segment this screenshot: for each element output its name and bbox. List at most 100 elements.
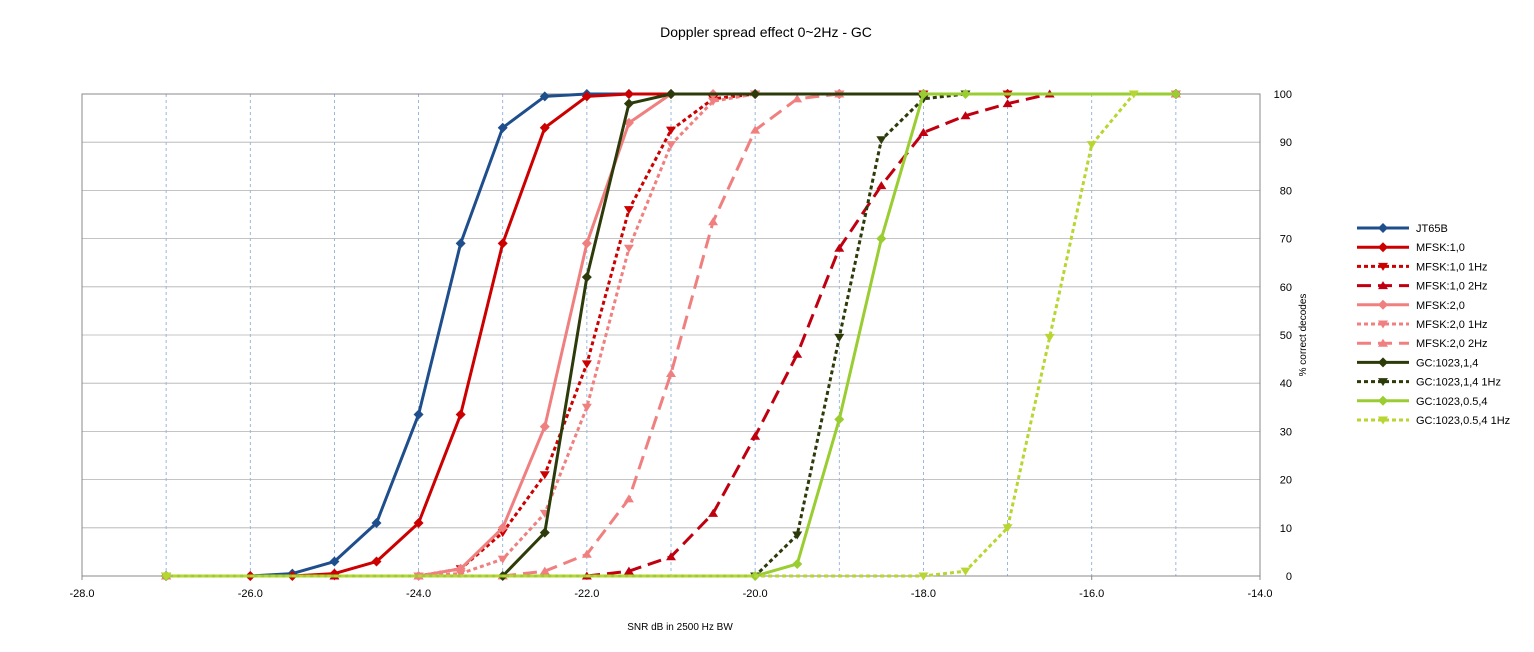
y-tick-label: 0 [1286, 571, 1292, 583]
legend-label: JT65B [1416, 223, 1448, 235]
legend-marker [1378, 242, 1388, 253]
data-point [455, 238, 466, 249]
y-axis-ticks: 0 10 20 30 40 50 60 70 80 90 100 [1274, 89, 1292, 583]
data-point [623, 244, 634, 253]
data-point [792, 94, 803, 103]
data-point [666, 369, 676, 378]
x-tick-label: -26.0 [238, 588, 263, 600]
data-point [1170, 89, 1181, 99]
data-point [918, 128, 929, 137]
legend-label: MFSK:1,0 1Hz [1416, 261, 1488, 273]
data-point [666, 89, 676, 99]
data-point [960, 567, 971, 576]
data-point [750, 431, 761, 440]
legend-label: MFSK:2,0 [1416, 300, 1465, 312]
data-point [539, 527, 550, 538]
data-point [918, 572, 929, 581]
data-point [371, 517, 382, 528]
data-point [960, 89, 971, 99]
y-tick-label: 10 [1280, 523, 1292, 535]
legend-marker [1378, 357, 1388, 368]
data-point [834, 414, 845, 425]
y-tick-label: 100 [1274, 89, 1292, 101]
data-point [581, 238, 592, 249]
data-point [1086, 141, 1097, 150]
legend-label: MFSK:2,0 1Hz [1416, 319, 1488, 331]
data-point [666, 126, 676, 135]
data-point [1002, 524, 1013, 533]
legend-marker [1378, 378, 1388, 387]
data-point [960, 111, 971, 120]
legend-label: GC:1023,0.5,4 1Hz [1416, 415, 1510, 427]
y-tick-label: 20 [1280, 475, 1292, 487]
legend-item: MFSK:2,0 1Hz [1357, 319, 1488, 331]
y-tick-label: 90 [1280, 137, 1292, 149]
data-point [539, 91, 550, 102]
legend-item: MFSK:2,0 [1357, 299, 1465, 312]
data-point [666, 552, 676, 561]
data-point [413, 409, 424, 420]
legend: JT65B MFSK:1,0 MFSK:1,0 1Hz MFSK:1,0 2Hz MFS… [1357, 223, 1510, 427]
data-point [539, 122, 550, 133]
legend-label: GC:1023,1,4 1Hz [1416, 377, 1501, 389]
x-tick-label: -28.0 [69, 588, 94, 600]
series-gc-1023-0-5-4-1hz [161, 90, 1139, 581]
legend-label: MFSK:1,0 [1416, 242, 1465, 254]
legend-label: MFSK:1,0 2Hz [1416, 281, 1488, 293]
data-point [623, 98, 634, 109]
series-line [166, 92, 1176, 578]
series-line [166, 92, 1176, 578]
data-point [708, 508, 719, 517]
data-point [666, 141, 676, 150]
data-point [876, 233, 887, 244]
x-axis-ticks: -28.0 -26.0 -24.0 -22.0 -20.0 -18.0 -16.0 -14.0 [69, 576, 1273, 600]
data-point [918, 89, 929, 99]
data-point [539, 421, 550, 432]
legend-item: MFSK:1,0 1Hz [1357, 261, 1488, 273]
data-point [413, 517, 424, 528]
data-point [623, 494, 634, 503]
legend-marker [1378, 281, 1388, 290]
legend-marker [1378, 395, 1388, 406]
legend-item: GC:1023,1,4 1Hz [1357, 377, 1501, 389]
x-tick-label: -22.0 [574, 588, 599, 600]
data-point [497, 522, 508, 533]
series-group [161, 89, 1181, 581]
x-axis-label: SNR dB in 2500 Hz BW [627, 622, 733, 633]
y-tick-label: 30 [1280, 426, 1292, 438]
y-tick-label: 80 [1280, 185, 1292, 197]
chart-title: Doppler spread effect 0~2Hz - GC [660, 24, 872, 40]
data-point [329, 556, 340, 567]
data-point [1044, 333, 1055, 342]
legend-marker [1378, 262, 1388, 271]
data-point [371, 556, 382, 567]
series-line [166, 92, 1176, 578]
x-tick-label: -18.0 [911, 588, 936, 600]
legend-item: MFSK:1,0 2Hz [1357, 281, 1488, 293]
data-point [792, 558, 803, 569]
data-point [876, 181, 887, 190]
legend-item: MFSK:1,0 [1357, 242, 1465, 254]
legend-item: JT65B [1357, 223, 1448, 235]
data-point [581, 360, 592, 369]
grid [82, 93, 1260, 577]
data-point [1128, 90, 1139, 99]
data-point [581, 272, 592, 283]
legend-item: MFSK:2,0 2Hz [1357, 338, 1488, 350]
y-axis-label: % correct decodes [1298, 294, 1309, 377]
legend-label: MFSK:2,0 2Hz [1416, 338, 1488, 350]
data-point [876, 136, 887, 145]
data-point [497, 238, 508, 249]
data-point [750, 125, 761, 134]
data-point [455, 409, 466, 420]
data-point [581, 91, 592, 102]
data-point [581, 403, 592, 412]
legend-item: GC:1023,1,4 [1357, 357, 1478, 369]
y-tick-label: 70 [1280, 234, 1292, 246]
y-tick-label: 60 [1280, 282, 1292, 294]
legend-label: GC:1023,1,4 [1416, 357, 1478, 369]
data-point [834, 243, 845, 252]
data-point [708, 217, 719, 226]
data-point [539, 471, 550, 480]
